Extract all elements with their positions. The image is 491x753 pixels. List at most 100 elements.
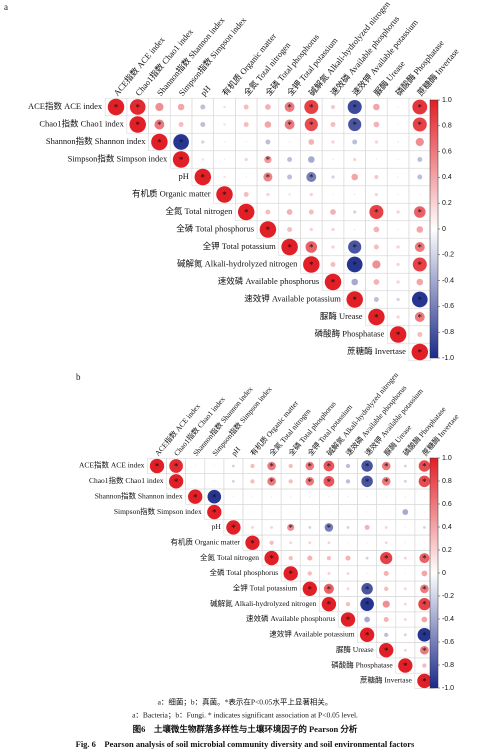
correlation-circle bbox=[403, 633, 407, 637]
row-label: 磷酸酶 Phosphatase bbox=[315, 328, 385, 338]
significance-star: * bbox=[418, 260, 423, 270]
row-label: 有机质 Organic matter bbox=[171, 536, 241, 546]
correlation-circle bbox=[423, 495, 426, 498]
correlation-circle bbox=[330, 209, 336, 215]
correlation-circle bbox=[417, 157, 423, 162]
correlation-circle bbox=[332, 193, 334, 196]
row-label: 有机质 Organic matter bbox=[132, 188, 211, 198]
significance-star: * bbox=[365, 477, 370, 487]
correlation-circle bbox=[353, 228, 356, 231]
correlation-circle bbox=[177, 103, 185, 111]
correlation-circle bbox=[287, 523, 295, 531]
significance-star: * bbox=[396, 330, 401, 340]
correlation-circle bbox=[223, 175, 226, 179]
row-label: 蔗糖酶 Invertase bbox=[347, 346, 406, 356]
correlation-circle bbox=[361, 460, 373, 472]
correlation-circle bbox=[288, 555, 293, 561]
correlation-circle bbox=[383, 570, 389, 576]
correlation-circle bbox=[307, 555, 313, 561]
correlation-circle bbox=[194, 480, 196, 483]
correlation-circle bbox=[403, 464, 407, 468]
colorbar-tick-label: 0.8 bbox=[442, 478, 452, 485]
colorbar-tick-label: -0.8 bbox=[442, 329, 454, 336]
correlation-circle bbox=[331, 227, 335, 232]
correlation-circle bbox=[347, 542, 349, 544]
correlation-circle bbox=[169, 459, 183, 473]
correlation-circle bbox=[403, 602, 407, 606]
significance-star: * bbox=[287, 243, 292, 253]
correlation-circle bbox=[384, 541, 388, 545]
significance-star: * bbox=[365, 584, 370, 594]
caption-note-cn: a：细菌；b：真菌。*表示在P<0.05水平上显著相关。 bbox=[158, 697, 333, 707]
correlation-circle bbox=[284, 102, 295, 112]
significance-star: * bbox=[308, 462, 313, 472]
correlation-circle bbox=[289, 541, 293, 545]
significance-star: * bbox=[157, 120, 162, 130]
correlation-circle bbox=[403, 479, 407, 483]
significance-star: * bbox=[352, 260, 357, 270]
correlation-circle bbox=[324, 273, 342, 291]
correlation-circle bbox=[404, 542, 407, 544]
significance-star: * bbox=[384, 646, 389, 656]
significance-star: * bbox=[422, 630, 427, 640]
correlation-circle bbox=[207, 504, 222, 520]
correlation-circle bbox=[366, 542, 368, 544]
colorbar-tick-label: -0.2 bbox=[442, 252, 454, 259]
colorbar-tick-label: 0 bbox=[442, 226, 446, 233]
row-label: pH bbox=[179, 171, 189, 181]
correlation-circle bbox=[422, 525, 426, 529]
correlation-circle bbox=[380, 552, 393, 565]
correlation-circle bbox=[360, 597, 374, 611]
row-label: 碱解氮 Alkali-hydrolyzed nitrogen bbox=[210, 598, 316, 608]
correlation-circle bbox=[269, 540, 274, 545]
correlation-circle bbox=[361, 475, 373, 488]
correlation-circle bbox=[347, 495, 349, 498]
significance-star: * bbox=[155, 462, 160, 472]
correlation-circle bbox=[321, 596, 337, 612]
correlation-circle bbox=[151, 133, 168, 151]
correlation-circle bbox=[361, 583, 373, 595]
correlation-circle bbox=[382, 600, 390, 608]
correlation-circle bbox=[345, 479, 351, 484]
correlation-circle bbox=[385, 511, 387, 513]
colorbar-tick-label: -0.4 bbox=[442, 616, 454, 623]
significance-star: * bbox=[266, 155, 271, 165]
correlation-circle bbox=[323, 460, 335, 472]
correlation-circle bbox=[308, 525, 312, 529]
correlation-circle bbox=[251, 495, 254, 498]
significance-star: * bbox=[269, 462, 274, 472]
row-label: 速效磷 Available phosphorus bbox=[218, 276, 319, 286]
correlation-circle bbox=[178, 122, 184, 127]
correlation-circle bbox=[259, 221, 277, 238]
correlation-circle bbox=[402, 509, 409, 515]
correlation-circle bbox=[359, 627, 375, 643]
correlation-circle bbox=[383, 616, 389, 623]
correlation-circle bbox=[287, 227, 293, 232]
correlation-circle bbox=[107, 98, 125, 116]
correlation-circle bbox=[154, 119, 165, 130]
correlation-circle bbox=[270, 495, 273, 498]
correlation-circle bbox=[368, 308, 385, 326]
correlation-circle bbox=[396, 315, 400, 319]
significance-star: * bbox=[352, 295, 357, 305]
significance-star: * bbox=[157, 138, 162, 148]
correlation-circle bbox=[289, 495, 292, 498]
correlation-circle bbox=[346, 525, 350, 529]
correlation-circle bbox=[352, 139, 358, 145]
significance-star: * bbox=[327, 523, 332, 533]
significance-star: * bbox=[287, 103, 292, 113]
correlation-circle bbox=[129, 99, 146, 115]
correlation-circle bbox=[243, 104, 249, 110]
correlation-circle bbox=[418, 193, 421, 196]
significance-star: * bbox=[346, 615, 351, 625]
correlation-circle bbox=[331, 245, 335, 249]
correlation-circle bbox=[404, 526, 407, 529]
correlation-circle bbox=[331, 140, 335, 144]
correlation-circle bbox=[403, 556, 407, 560]
correlation-circle bbox=[307, 571, 312, 576]
caption-note-en: a：Bacteria；b：Fungi. * indicates signific… bbox=[132, 711, 358, 720]
colorbar-tick-label: -0.4 bbox=[442, 277, 454, 284]
colorbar-tick-label: 1.0 bbox=[442, 97, 452, 104]
colorbar-tick-label: -1.0 bbox=[442, 685, 454, 692]
correlation-circle bbox=[345, 555, 351, 561]
